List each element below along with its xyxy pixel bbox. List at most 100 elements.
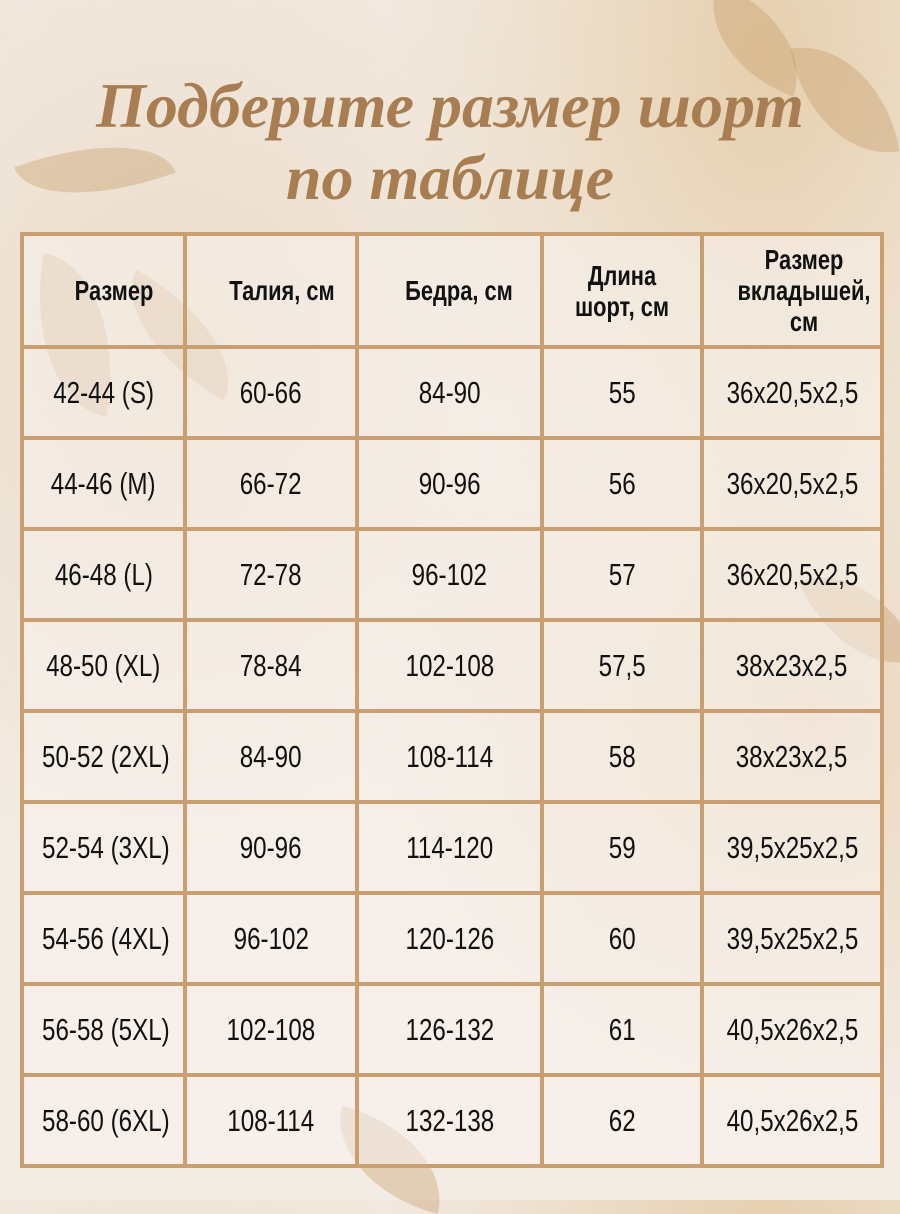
cell-value: 46-48 (L) [54, 556, 153, 592]
cell-insert-size: 36x20,5x2,5 [700, 345, 884, 440]
cell-value: 39,5x25x2,5 [726, 920, 858, 956]
cell-length: 55 [540, 345, 704, 440]
header-label: Бедра, см [405, 275, 513, 306]
table-row: 46-48 (L) 72-78 96-102 57 36x20,5x2,5 [20, 527, 884, 622]
cell-value: 84-90 [240, 738, 302, 774]
cell-waist: 66-72 [183, 436, 359, 531]
cell-value: 96-102 [233, 920, 309, 956]
cell-insert-size: 39,5x25x2,5 [700, 800, 884, 895]
cell-length: 59 [540, 800, 704, 895]
cell-value: 66-72 [240, 465, 302, 501]
cell-value: 38x23x2,5 [736, 738, 848, 774]
table-row: 44-46 (M) 66-72 90-96 56 36x20,5x2,5 [20, 436, 884, 531]
cell-hips: 102-108 [355, 618, 544, 713]
header-label: Талия, см [229, 275, 335, 306]
cell-value: 61 [608, 1011, 636, 1047]
cell-waist: 84-90 [183, 709, 359, 804]
title-line-1: Подберите размер шорт [96, 70, 804, 141]
cell-hips: 120-126 [355, 891, 544, 986]
cell-size: 58-60 (6XL) [20, 1073, 187, 1168]
size-table: Размер Талия, см Бедра, см Длина шорт, см Ра… [20, 232, 884, 1168]
cell-insert-size: 40,5x26x2,5 [700, 982, 884, 1077]
cell-size: 48-50 (XL) [20, 618, 187, 713]
cell-value: 58-60 (6XL) [42, 1102, 170, 1138]
table-row: 52-54 (3XL) 90-96 114-120 59 39,5x25x2,5 [20, 800, 884, 895]
cell-hips: 114-120 [355, 800, 544, 895]
cell-hips: 90-96 [355, 436, 544, 531]
cell-value: 52-54 (3XL) [42, 829, 170, 865]
cell-value: 59 [608, 829, 636, 865]
cell-value: 58 [608, 738, 636, 774]
cell-insert-size: 36x20,5x2,5 [700, 436, 884, 531]
title-line-2: по таблице [285, 142, 615, 213]
cell-value: 102-108 [405, 647, 494, 683]
cell-value: 38x23x2,5 [736, 647, 848, 683]
cell-value: 126-132 [405, 1011, 494, 1047]
cell-length: 60 [540, 891, 704, 986]
header-label: Размер [74, 275, 154, 306]
cell-insert-size: 40,5x26x2,5 [700, 1073, 884, 1168]
cell-value: 57,5 [598, 647, 646, 683]
cell-value: 90-96 [240, 829, 302, 865]
cell-value: 44-46 (M) [51, 465, 156, 501]
cell-value: 55 [608, 374, 636, 410]
cell-size: 44-46 (M) [20, 436, 187, 531]
header-insert-size: Размер вкладышей, см [700, 232, 884, 349]
cell-size: 42-44 (S) [20, 345, 187, 440]
header-hips: Бедра, см [355, 232, 544, 349]
cell-waist: 108-114 [183, 1073, 359, 1168]
cell-value: 108-114 [406, 738, 493, 774]
cell-value: 56-58 (5XL) [42, 1011, 170, 1047]
cell-waist: 78-84 [183, 618, 359, 713]
cell-insert-size: 38x23x2,5 [700, 618, 884, 713]
cell-value: 60-66 [240, 374, 302, 410]
cell-insert-size: 36x20,5x2,5 [700, 527, 884, 622]
cell-value: 40,5x26x2,5 [726, 1102, 858, 1138]
cell-value: 96-102 [411, 556, 488, 592]
cell-length: 57 [540, 527, 704, 622]
cell-insert-size: 38x23x2,5 [700, 709, 884, 804]
cell-length: 57,5 [540, 618, 704, 713]
cell-value: 108-114 [227, 1102, 315, 1138]
cell-value: 78-84 [240, 647, 302, 683]
cell-hips: 126-132 [355, 982, 544, 1077]
cell-size: 54-56 (4XL) [20, 891, 187, 986]
cell-hips: 96-102 [355, 527, 544, 622]
cell-hips: 108-114 [355, 709, 544, 804]
cell-value: 40,5x26x2,5 [726, 1011, 858, 1047]
cell-length: 58 [540, 709, 704, 804]
header-label: Размер вкладышей, см [737, 244, 871, 337]
cell-value: 54-56 (4XL) [42, 920, 170, 956]
cell-size: 46-48 (L) [20, 527, 187, 622]
cell-value: 50-52 (2XL) [42, 738, 170, 774]
cell-value: 114-120 [406, 829, 493, 865]
cell-size: 50-52 (2XL) [20, 709, 187, 804]
cell-length: 56 [540, 436, 704, 531]
cell-waist: 102-108 [183, 982, 359, 1077]
cell-length: 62 [540, 1073, 704, 1168]
cell-hips: 84-90 [355, 345, 544, 440]
cell-value: 120-126 [405, 920, 494, 956]
cell-value: 36x20,5x2,5 [726, 465, 858, 501]
table-row: 58-60 (6XL) 108-114 132-138 62 40,5x26x2,5 [20, 1073, 884, 1168]
table-row: 54-56 (4XL) 96-102 120-126 60 39,5x25x2,5 [20, 891, 884, 986]
cell-size: 52-54 (3XL) [20, 800, 187, 895]
cell-waist: 90-96 [183, 800, 359, 895]
cell-value: 36x20,5x2,5 [726, 556, 858, 592]
cell-value: 90-96 [418, 465, 481, 501]
cell-value: 62 [608, 1102, 636, 1138]
header-length: Длина шорт, см [540, 232, 704, 349]
header-label: Длина шорт, см [574, 259, 670, 322]
cell-size: 56-58 (5XL) [20, 982, 187, 1077]
cell-value: 102-108 [226, 1011, 316, 1047]
table-row: 56-58 (5XL) 102-108 126-132 61 40,5x26x2,5 [20, 982, 884, 1077]
table-row: 48-50 (XL) 78-84 102-108 57,5 38x23x2,5 [20, 618, 884, 713]
cell-insert-size: 39,5x25x2,5 [700, 891, 884, 986]
table-row: 50-52 (2XL) 84-90 108-114 58 38x23x2,5 [20, 709, 884, 804]
cell-value: 36x20,5x2,5 [726, 374, 858, 410]
cell-value: 57 [608, 556, 636, 592]
cell-waist: 96-102 [183, 891, 359, 986]
page-title: Подберите размер шорт по таблице [0, 70, 900, 214]
cell-length: 61 [540, 982, 704, 1077]
cell-value: 56 [608, 465, 636, 501]
